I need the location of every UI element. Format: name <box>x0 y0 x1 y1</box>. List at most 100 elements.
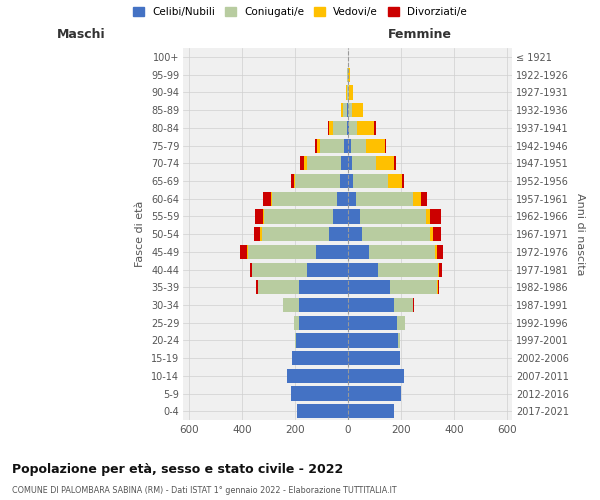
Bar <box>350 138 367 152</box>
Bar <box>241 245 247 259</box>
Bar <box>329 121 333 135</box>
Bar <box>438 262 439 276</box>
Bar <box>438 280 439 294</box>
Bar <box>348 86 349 100</box>
Bar <box>250 262 253 276</box>
Bar <box>263 210 265 224</box>
Bar <box>262 227 329 242</box>
Bar <box>258 280 299 294</box>
Bar <box>390 280 437 294</box>
Bar <box>430 227 433 242</box>
Bar <box>348 316 397 330</box>
Bar <box>348 192 356 206</box>
Bar <box>263 192 271 206</box>
Bar <box>291 174 293 188</box>
Text: Popolazione per età, sesso e stato civile - 2022: Popolazione per età, sesso e stato civil… <box>12 462 343 475</box>
Bar <box>379 262 438 276</box>
Y-axis label: Anni di nascita: Anni di nascita <box>575 193 585 276</box>
Bar <box>436 245 437 259</box>
Bar <box>413 298 414 312</box>
Text: Maschi: Maschi <box>57 28 106 41</box>
Bar <box>394 156 395 170</box>
Bar <box>348 245 369 259</box>
Bar <box>292 351 348 365</box>
Bar <box>430 210 440 224</box>
Bar <box>398 334 400 347</box>
Bar <box>307 262 348 276</box>
Bar <box>437 280 438 294</box>
Bar <box>369 245 436 259</box>
Bar <box>348 298 394 312</box>
Bar <box>348 121 349 135</box>
Bar <box>328 121 329 135</box>
Bar <box>352 156 376 170</box>
Bar <box>385 138 386 152</box>
Bar <box>388 174 402 188</box>
Bar <box>349 86 353 100</box>
Bar <box>348 404 394 418</box>
Bar <box>299 316 348 330</box>
Bar <box>329 227 348 242</box>
Bar <box>296 334 348 347</box>
Bar <box>315 138 317 152</box>
Bar <box>340 174 348 188</box>
Bar <box>349 68 350 82</box>
Bar <box>360 210 426 224</box>
Bar <box>348 351 400 365</box>
Bar <box>272 192 337 206</box>
Bar <box>402 174 404 188</box>
Bar <box>295 174 340 188</box>
Bar <box>265 210 333 224</box>
Bar <box>293 174 295 188</box>
Bar <box>348 227 362 242</box>
Bar <box>300 156 304 170</box>
Bar <box>347 121 348 135</box>
Bar <box>341 103 343 118</box>
Bar <box>347 86 348 100</box>
Bar <box>433 227 440 242</box>
Bar <box>271 192 272 206</box>
Bar <box>317 138 320 152</box>
Bar <box>348 138 350 152</box>
Bar <box>362 227 430 242</box>
Bar <box>348 280 390 294</box>
Bar <box>307 156 341 170</box>
Bar <box>299 298 348 312</box>
Bar <box>348 334 398 347</box>
Bar <box>254 227 260 242</box>
Bar <box>333 121 347 135</box>
Bar <box>437 245 443 259</box>
Bar <box>283 298 299 312</box>
Bar <box>348 386 401 400</box>
Bar <box>299 280 348 294</box>
Bar <box>397 316 405 330</box>
Bar <box>352 103 363 118</box>
Bar <box>320 138 344 152</box>
Bar <box>367 138 385 152</box>
Bar <box>353 174 388 188</box>
Bar <box>426 210 430 224</box>
Bar <box>348 156 352 170</box>
Bar <box>348 262 379 276</box>
Bar <box>356 192 413 206</box>
Y-axis label: Fasce di età: Fasce di età <box>136 201 145 268</box>
Bar <box>295 334 296 347</box>
Bar <box>357 121 374 135</box>
Bar <box>248 245 316 259</box>
Bar <box>413 192 421 206</box>
Text: COMUNE DI PALOMBARA SABINA (RM) - Dati ISTAT 1° gennaio 2022 - Elaborazione TUTT: COMUNE DI PALOMBARA SABINA (RM) - Dati I… <box>12 486 397 495</box>
Bar <box>287 369 348 383</box>
Bar <box>291 386 348 400</box>
Bar <box>348 369 404 383</box>
Bar <box>247 245 248 259</box>
Bar <box>349 121 357 135</box>
Bar <box>333 210 348 224</box>
Bar <box>304 156 307 170</box>
Bar <box>376 156 394 170</box>
Bar <box>337 192 348 206</box>
Bar <box>374 121 376 135</box>
Bar <box>293 316 299 330</box>
Bar <box>343 103 347 118</box>
Bar <box>298 404 348 418</box>
Bar <box>394 298 413 312</box>
